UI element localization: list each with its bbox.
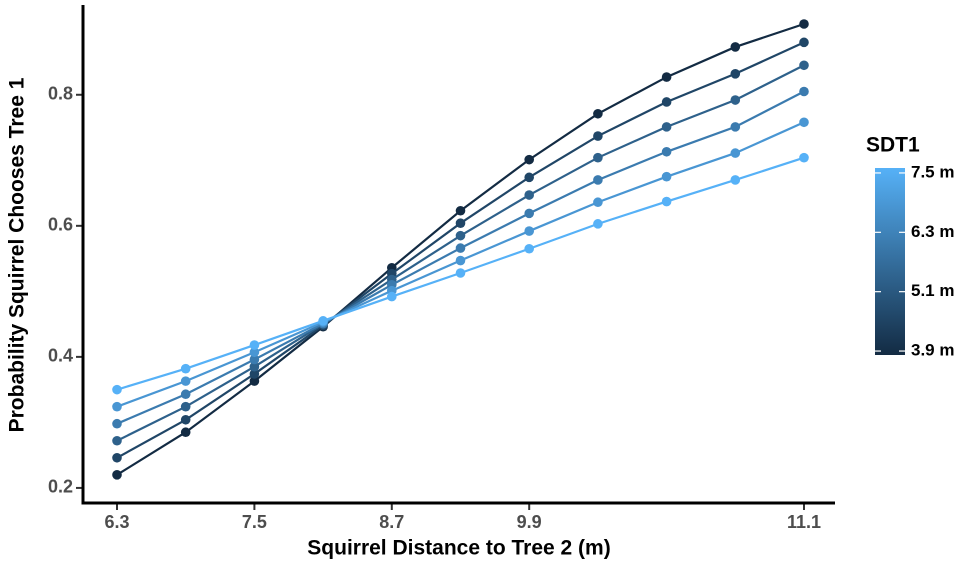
y-tick-label: 0.4 [48,346,73,366]
y-axis-title: Probability Squirrel Chooses Tree 1 [6,77,29,432]
data-point [112,452,122,463]
y-tick-label: 0.8 [48,84,73,104]
colorbar-label: 7.5 m [911,162,954,181]
data-point [455,218,466,229]
x-tick-label: 11.1 [787,512,821,532]
data-point [249,347,260,358]
data-point [455,255,466,266]
data-point [661,146,672,157]
x-tick-label: 8.7 [379,512,404,532]
data-point [593,175,603,185]
data-point [730,95,741,105]
data-point [524,190,534,200]
data-point [455,230,466,241]
data-point [524,243,534,254]
data-point [249,369,260,379]
data-point [112,401,122,412]
data-point [455,268,466,278]
data-point [799,117,809,128]
data-point [730,148,741,158]
y-tick-label: 0.6 [48,215,73,235]
data-point [180,427,191,438]
data-point [661,196,672,207]
data-point [524,172,534,183]
data-point [249,354,260,365]
data-point [524,226,534,236]
x-axis-title: Squirrel Distance to Tree 2 (m) [307,537,610,560]
data-point [593,131,603,141]
colorbar-label: 5.1 m [911,281,954,300]
data-point [112,418,122,429]
data-point [799,86,809,97]
data-point [661,97,672,107]
data-point [661,171,672,182]
data-point [249,376,260,386]
x-tick-label: 7.5 [242,512,267,532]
data-point [524,208,534,219]
data-point [180,401,191,412]
x-tick-label: 9.9 [517,512,542,532]
colorbar-label: 3.9 m [911,341,954,360]
data-point [249,361,260,372]
data-point [593,152,603,163]
series-line [116,64,805,442]
data-point [730,69,741,79]
data-point [593,219,603,229]
y-tick-label: 0.2 [48,477,73,497]
data-point [593,197,603,208]
data-point [180,389,191,400]
data-point [730,175,741,185]
data-point [799,19,809,29]
data-point [524,154,534,165]
data-point [661,72,672,82]
colorbar-label: 6.3 m [911,222,954,241]
legend-title: SDT1 [866,134,920,157]
data-point [455,243,466,253]
data-point [730,42,741,52]
data-point [799,37,809,48]
data-point [112,384,122,395]
data-point [593,108,603,119]
data-point [112,470,122,480]
colorbar [875,168,905,355]
data-point [455,205,466,216]
data-point [387,291,397,302]
x-tick-label: 6.3 [104,512,129,532]
data-point [180,363,191,374]
data-point [318,316,328,326]
data-point [180,414,191,425]
data-point [180,376,191,386]
data-point [799,152,809,163]
data-point [661,122,672,132]
data-point [112,435,122,446]
data-point [730,122,741,132]
data-point [249,340,260,350]
data-point [799,60,809,71]
